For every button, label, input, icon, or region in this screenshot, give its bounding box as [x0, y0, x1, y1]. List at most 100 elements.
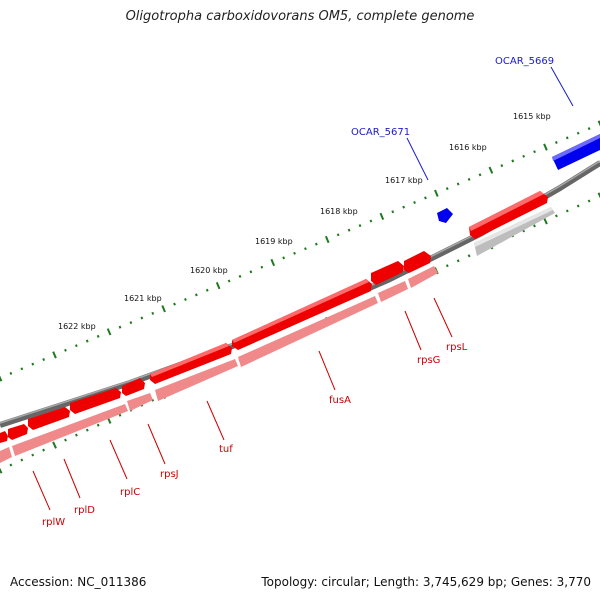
outer-ruler-tick: [565, 136, 569, 140]
outer-ruler-tick: [205, 288, 209, 292]
gene-bar-rpsL[interactable]: [404, 251, 431, 273]
topology-text: Topology: circular; Length: 3,745,629 bp…: [261, 575, 591, 589]
outer-ruler-tick: [511, 159, 515, 163]
gene-label-rpsL[interactable]: rpsL: [446, 342, 468, 353]
inner-ruler-tick: [85, 428, 89, 432]
leader-fusA: [318, 350, 336, 391]
gene-bar-rplW[interactable]: [8, 424, 28, 440]
outer-ruler-tick: [215, 282, 221, 290]
inner-ruler-tick: [42, 448, 46, 452]
leader-rpsG: [404, 310, 422, 351]
ruler-label-1619: 1619 kbp: [255, 237, 293, 246]
leader-rplC: [109, 439, 128, 480]
outer-ruler-tick: [238, 274, 242, 278]
inner-ruler-tick: [0, 467, 3, 474]
accession-text: Accession: NC_011386: [10, 575, 147, 589]
gene-bar-rpsL-region[interactable]: [469, 191, 548, 239]
outer-ruler-tick: [402, 205, 406, 209]
outer-ruler-tick: [424, 196, 427, 200]
genome-backbone: [0, 160, 600, 428]
outer-ruler-tick: [358, 224, 362, 228]
map-title: Oligotropha carboxidovorans OM5, complet…: [125, 9, 475, 24]
gene-label-rpsG[interactable]: rpsG: [417, 355, 440, 366]
outer-ruler-tick: [173, 302, 176, 306]
leader-rpsJ: [147, 423, 166, 465]
outer-ruler-tick: [456, 182, 460, 186]
gene-label-ocar-5669[interactable]: OCAR_5669: [495, 56, 554, 67]
leader-ocar-5671: [406, 137, 429, 181]
outer-ruler-tick: [587, 127, 591, 131]
gene-bar-rpsL-inner[interactable]: [408, 266, 438, 288]
inner-ruler-tick: [9, 463, 13, 467]
gene-label-tuf[interactable]: tuf: [219, 444, 233, 455]
ruler-label-1617: 1617 kbp: [385, 176, 423, 185]
inner-ruler-tick: [74, 433, 78, 437]
outer-ruler-tick: [445, 187, 449, 191]
gene-label-rplW[interactable]: rplW: [42, 517, 65, 528]
outer-ruler-tick: [543, 143, 548, 151]
gene-label-rplD[interactable]: rplD: [74, 505, 95, 516]
gene-label-rpsJ[interactable]: rpsJ: [160, 469, 179, 480]
inner-ruler-tick: [576, 204, 580, 208]
inner-ruler-tick: [96, 423, 100, 427]
gene-label-ocar-5671[interactable]: OCAR_5671: [351, 127, 410, 138]
ruler-label-1615: 1615 kbp: [513, 112, 551, 121]
outer-ruler-tick: [347, 228, 351, 232]
outer-ruler-tick: [20, 367, 24, 371]
outer-ruler-tick: [52, 351, 57, 359]
gene-bar-fusA[interactable]: [232, 279, 372, 350]
gene-bar-rplD[interactable]: [28, 407, 70, 430]
outer-ruler-tick: [434, 189, 439, 197]
outer-ruler-tick: [140, 316, 144, 320]
gene-bar-rpsG[interactable]: [371, 261, 404, 285]
leader-rpsL: [433, 297, 453, 338]
gene-bar-edge-inner[interactable]: [0, 447, 12, 463]
outer-ruler-tick: [282, 256, 286, 260]
gene-shine: [474, 207, 553, 247]
outer-ruler-tick: [31, 362, 35, 366]
outer-ruler-tick: [554, 141, 558, 144]
outer-ruler-tick: [500, 164, 504, 168]
gene-label-rplC[interactable]: rplC: [120, 487, 140, 498]
ruler-label-1622: 1622 kbp: [58, 322, 96, 331]
outer-ruler-tick: [522, 154, 526, 158]
outer-ruler-tick: [129, 321, 133, 325]
outer-ruler-tick: [106, 328, 112, 336]
inner-ruler-tick: [554, 214, 558, 218]
inner-ruler-tick: [533, 224, 536, 228]
inner-ruler-tick: [52, 441, 57, 449]
inner-ruler-tick: [20, 458, 24, 462]
outer-ruler-tick: [161, 305, 166, 313]
gene-bar-ocar-5671[interactable]: [437, 208, 453, 223]
inner-ruler-tick: [445, 264, 449, 268]
outer-ruler-tick: [369, 219, 373, 223]
outer-ruler-tick: [0, 375, 3, 382]
inner-ruler-tick: [467, 254, 471, 258]
outer-ruler-tick: [151, 311, 155, 315]
inner-ruler-tick: [456, 259, 460, 263]
gene-bar-tuf[interactable]: [150, 343, 232, 384]
gene-label-fusA[interactable]: fusA: [329, 395, 351, 406]
outer-ruler-tick: [249, 270, 253, 274]
gene-bar-edge[interactable]: [0, 431, 8, 443]
gene-bar-gray[interactable]: [474, 207, 555, 256]
outer-ruler-tick: [227, 279, 231, 283]
gene-bar-fusA-inner[interactable]: [238, 296, 378, 367]
outer-ruler-tick: [478, 173, 482, 177]
gene-bar-rpsJ-inner[interactable]: [127, 393, 153, 411]
gene-shine: [469, 191, 544, 231]
gene-bar-rplC-inner[interactable]: [12, 404, 128, 456]
gene-bar-rplC[interactable]: [70, 388, 121, 414]
gene-shine: [232, 279, 369, 343]
outer-ruler-tick: [96, 334, 100, 338]
gene-bar-rpsJ[interactable]: [122, 378, 145, 396]
outer-ruler-tick: [194, 293, 198, 297]
outer-ruler-tick: [391, 210, 395, 214]
outer-ruler-tick: [118, 325, 122, 329]
ruler-label-1620: 1620 kbp: [190, 266, 228, 275]
outer-ruler-tick: [597, 120, 600, 127]
inner-ruler-tick: [587, 199, 591, 203]
gene-bar-rpsG-inner[interactable]: [378, 281, 408, 302]
gene-bar-tuf-inner[interactable]: [155, 359, 238, 401]
